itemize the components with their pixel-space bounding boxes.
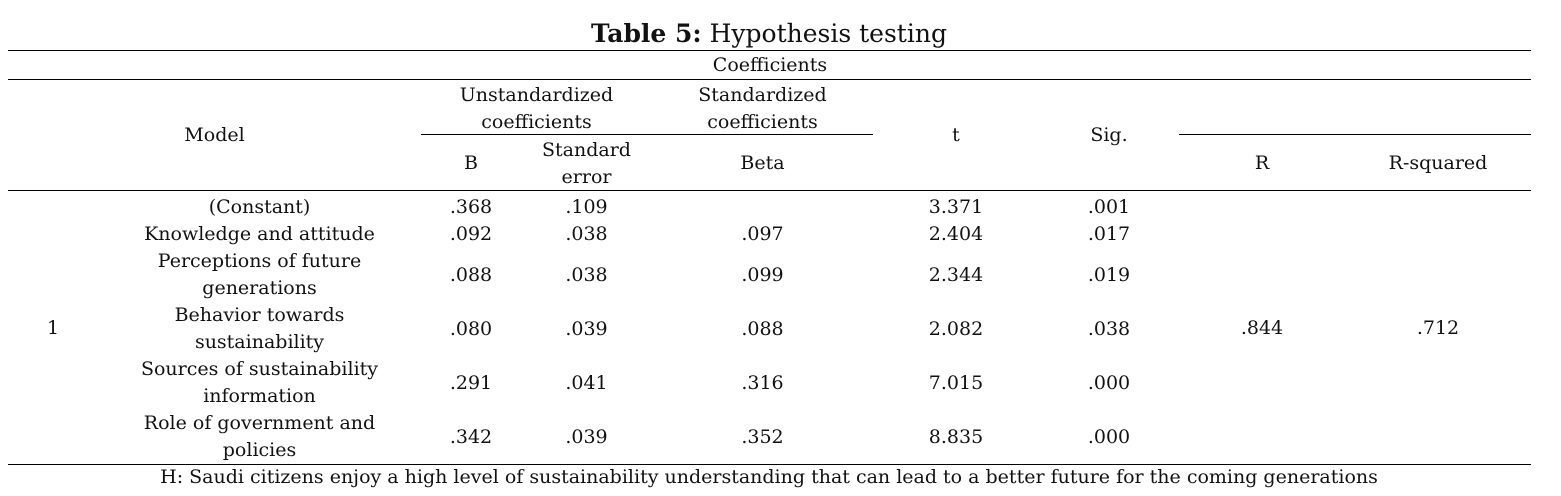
cell-standard-error: .041 <box>565 371 608 394</box>
cell-predictor-line: Sources of sustainability <box>140 358 379 380</box>
r-value: .844 <box>1240 317 1284 339</box>
cell-beta: .099 <box>741 263 784 286</box>
rule-under-sig-group <box>1179 134 1531 135</box>
header-t: t <box>952 124 960 146</box>
cell-b: .342 <box>449 425 493 448</box>
cell-standard-error: .039 <box>565 317 608 340</box>
header-model: Model <box>184 124 245 146</box>
cell-predictor-line: information <box>203 385 316 407</box>
cell-b: .368 <box>449 196 493 218</box>
cell-sig: .038 <box>1087 317 1131 340</box>
header-coefficients: Coefficients <box>712 54 828 76</box>
cell-b: .088 <box>449 263 493 286</box>
cell-standard-error: .039 <box>565 425 608 448</box>
header-b: B <box>464 152 478 174</box>
cell-beta: .088 <box>741 317 784 340</box>
cell-sig: .019 <box>1087 263 1131 286</box>
cell-b: .080 <box>449 317 493 340</box>
header-beta: Beta <box>740 152 785 174</box>
caption-title: Hypothesis testing <box>709 19 947 48</box>
cell-predictor-line: Perceptions of future <box>157 250 362 272</box>
table-caption: Table 5: Hypothesis testing <box>0 17 1538 51</box>
rule-header-bottom <box>8 190 1531 191</box>
cell-beta: .097 <box>741 223 784 245</box>
header-r: R <box>1254 152 1270 174</box>
cell-t: 2.404 <box>928 223 984 245</box>
header-standardized-line2: coefficients <box>707 111 818 133</box>
cell-predictor-line: sustainability <box>194 331 325 353</box>
header-unstandardized-coefficients: Unstandardized coefficients <box>421 82 652 136</box>
rule-top <box>8 50 1531 51</box>
cell-predictor-line: (Constant) <box>208 196 311 218</box>
cell-t: 3.371 <box>928 196 984 218</box>
cell-t: 8.835 <box>928 425 984 448</box>
cell-beta: .352 <box>741 425 784 448</box>
hypothesis-note: H: Saudi citizens enjoy a high level of … <box>160 466 1378 488</box>
cell-predictor: Role of government and policies <box>98 410 421 464</box>
header-sig: Sig. <box>1090 124 1128 146</box>
cell-predictor-line: Behavior towards <box>174 304 345 326</box>
cell-predictor-line: policies <box>222 439 297 461</box>
cell-standard-error: .038 <box>565 263 608 286</box>
header-standard-error: Standard error <box>521 137 652 191</box>
cell-sig: .017 <box>1087 223 1131 245</box>
cell-predictor: Behavior towards sustainability <box>98 302 421 356</box>
cell-b: .092 <box>449 223 493 245</box>
cell-predictor-line: generations <box>202 277 317 299</box>
header-standard-error-line1: Standard <box>542 139 631 161</box>
header-standard-error-line2: error <box>561 166 612 188</box>
cell-t: 7.015 <box>928 371 984 394</box>
cell-predictor: (Constant) <box>98 194 421 221</box>
rule-table-bottom <box>8 464 1531 465</box>
model-number: 1 <box>46 317 60 339</box>
cell-predictor-line: Role of government and <box>143 412 376 434</box>
cell-predictor: Perceptions of future generations <box>98 248 421 302</box>
cell-predictor-line: Knowledge and attitude <box>144 223 375 245</box>
cell-sig: .000 <box>1087 371 1131 394</box>
cell-t: 2.082 <box>928 317 984 340</box>
header-standardized-coefficients: Standardized coefficients <box>652 82 873 136</box>
cell-standard-error: .109 <box>565 196 608 218</box>
rule-under-coefficients <box>8 79 1531 80</box>
cell-predictor: Sources of sustainability information <box>98 356 421 410</box>
r-squared-value: .712 <box>1416 317 1460 339</box>
header-unstandardized-line2: coefficients <box>481 111 592 133</box>
cell-predictor: Knowledge and attitude <box>98 221 421 248</box>
header-standardized-line1: Standardized <box>698 84 827 106</box>
cell-standard-error: .038 <box>565 223 608 245</box>
caption-label: Table 5: <box>591 19 702 48</box>
cell-sig: .001 <box>1087 196 1131 218</box>
cell-t: 2.344 <box>928 263 984 286</box>
cell-beta: .316 <box>741 371 784 394</box>
cell-sig: .000 <box>1087 425 1131 448</box>
rule-under-unstandardized <box>421 134 873 135</box>
header-unstandardized-line1: Unstandardized <box>459 84 614 106</box>
header-r-squared: R-squared <box>1388 152 1488 174</box>
cell-b: .291 <box>449 371 493 394</box>
